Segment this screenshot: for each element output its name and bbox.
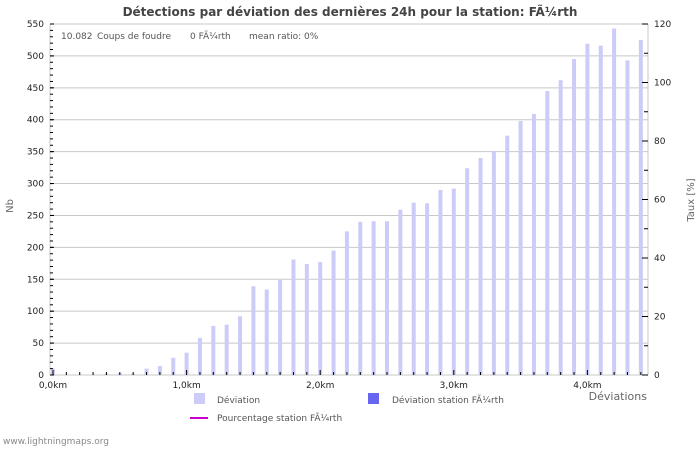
info-count-label: Coups de foudre: [97, 32, 171, 42]
y-tick-label: 50: [33, 339, 45, 349]
y-tick-label: 100: [27, 307, 44, 317]
y-tick-label: 550: [27, 20, 44, 30]
axes: [49, 23, 649, 376]
y-right-tick-label: 60: [654, 196, 666, 206]
info-station-count: 0 FÃ¼rth: [190, 31, 231, 42]
bar: [144, 368, 149, 375]
x-tick-label: 2,0km: [306, 381, 334, 391]
bar: [545, 91, 550, 375]
bar: [425, 203, 430, 375]
y-right-tick-label: 100: [654, 79, 671, 89]
legend-label-station-deviation: Déviation station FÃ¼rth: [392, 395, 504, 406]
legend-label-deviation: Déviation: [217, 395, 260, 406]
bar: [197, 337, 202, 375]
y-tick-label: 200: [27, 243, 44, 253]
y-right-tick-label: 80: [654, 137, 666, 147]
bar: [438, 189, 443, 375]
legend-swatch-deviation: [194, 393, 205, 404]
bar: [344, 231, 349, 375]
chart-title: Détections par déviation des dernières 2…: [122, 5, 578, 19]
legend: Déviation Déviation station FÃ¼rth Pourc…: [190, 393, 504, 424]
x-tick-label: 0,0km: [39, 381, 67, 391]
bar: [478, 158, 483, 375]
info-count: 10.082: [61, 32, 93, 42]
y-axis-right-title: Taux [%]: [686, 178, 697, 222]
y-right-tick-label: 0: [654, 371, 660, 381]
bar: [251, 286, 256, 375]
y-tick-label: 250: [27, 211, 44, 221]
x-axis-title: Déviations: [589, 390, 648, 403]
legend-label-station-percentage: Pourcentage station FÃ¼rth: [217, 413, 342, 424]
y-tick-label: 0: [38, 371, 44, 381]
y-tick-label: 500: [27, 52, 44, 62]
x-tick-label: 1,0km: [172, 381, 200, 391]
bar: [278, 279, 283, 375]
bar: [171, 357, 176, 375]
grid-lines: [50, 23, 648, 344]
bar: [465, 168, 470, 375]
x-tick-label: 4,0km: [573, 381, 601, 391]
bar: [157, 366, 162, 375]
bar: [291, 259, 296, 375]
y-axis-left-ticks: 0 50 100 150 200 250 300 350 400 450 500 550: [27, 20, 54, 381]
bar: [398, 209, 403, 375]
bar: [184, 352, 189, 375]
info-line: 10.082 Coups de foudre 0 FÃ¼rth mean rat…: [61, 31, 319, 42]
y-right-tick-label: 120: [654, 20, 671, 30]
y-tick-label: 450: [27, 84, 44, 94]
y-tick-label: 400: [27, 116, 44, 126]
bar: [411, 202, 416, 375]
bar: [304, 263, 309, 375]
bar: [385, 221, 389, 375]
bar-series-deviation: [51, 28, 643, 376]
y-axis-left-title: Nb: [5, 199, 16, 213]
bar: [612, 28, 617, 375]
y-axis-right-ticks: 0 20 40 60 80 100 120: [642, 20, 671, 381]
bar: [598, 45, 603, 375]
bar: [638, 39, 643, 376]
bar: [572, 59, 577, 375]
footer-link[interactable]: www.lightningmaps.org: [3, 437, 109, 447]
bar: [264, 289, 269, 375]
bar: [518, 121, 523, 376]
info-mean-ratio: mean ratio: 0%: [249, 32, 319, 42]
bar: [318, 262, 323, 375]
bar: [211, 325, 216, 375]
bar: [224, 324, 229, 375]
bar: [505, 135, 510, 375]
bar: [358, 221, 363, 375]
y-right-tick-label: 40: [654, 254, 666, 264]
legend-swatch-station-deviation: [368, 393, 379, 404]
bar: [371, 221, 376, 375]
x-tick-label: 3,0km: [440, 381, 468, 391]
y-right-tick-label: 20: [654, 313, 666, 323]
bar: [451, 188, 456, 375]
bar: [585, 43, 590, 376]
bar: [531, 113, 536, 375]
bar: [558, 80, 563, 375]
y-tick-label: 300: [27, 180, 44, 190]
bar: [331, 250, 336, 375]
bar: [491, 150, 496, 375]
y-tick-label: 350: [27, 148, 44, 158]
y-tick-label: 150: [27, 275, 44, 285]
x-axis-ticks: 0,0km 1,0km 2,0km 3,0km 4,0km: [39, 370, 642, 391]
bar: [238, 316, 243, 375]
bar: [625, 60, 630, 375]
